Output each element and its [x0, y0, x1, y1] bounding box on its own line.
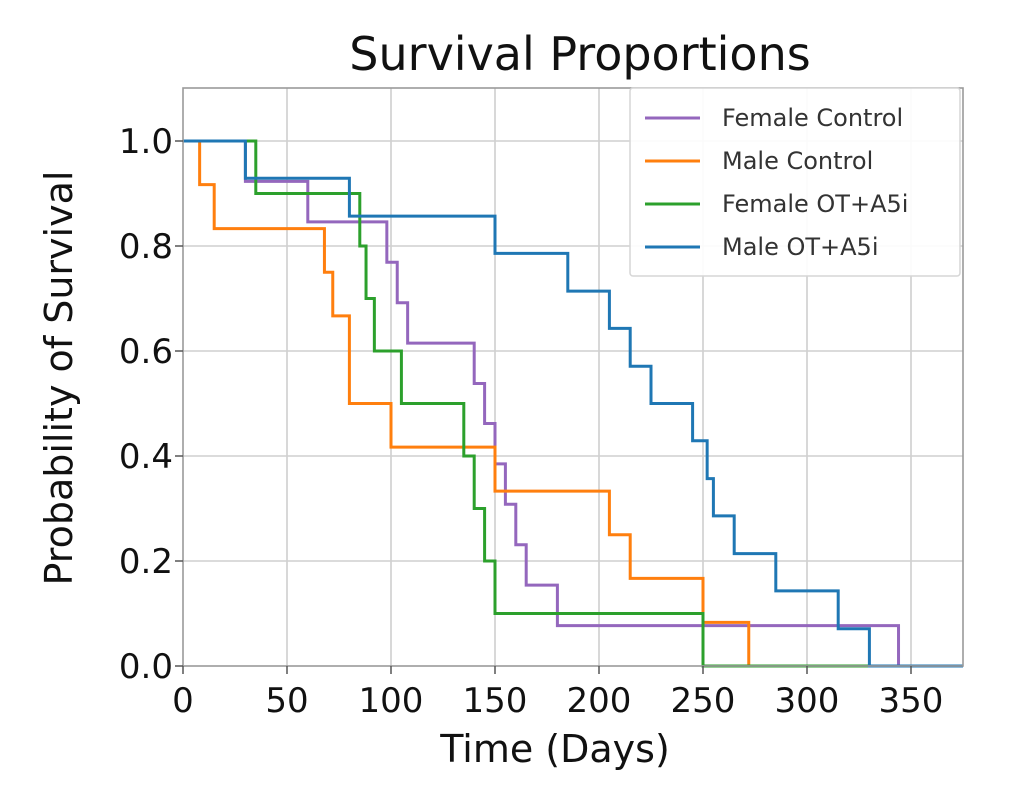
- x-tick-label: 50: [265, 681, 308, 721]
- y-axis-ticks: 0.0 0.2 0.4 0.6 0.8 1.0: [119, 122, 183, 687]
- y-tick-label: 0.8: [119, 227, 173, 267]
- y-tick-label: 0.2: [119, 542, 173, 582]
- x-axis-ticks: 0 50 100 150 200 250 300 350: [172, 666, 943, 721]
- x-tick-label: 0: [172, 681, 194, 721]
- x-tick-label: 100: [359, 681, 424, 721]
- series-line-female-ot-a5i: [183, 139, 963, 668]
- legend-label-male-ot-a5i: Male OT+A5i: [722, 233, 879, 261]
- series-line-male-control: [183, 139, 963, 668]
- legend-label-female-ot-a5i: Female OT+A5i: [722, 190, 908, 218]
- x-tick-label: 200: [567, 681, 632, 721]
- x-tick-label: 350: [879, 681, 944, 721]
- legend-label-male-control: Male Control: [722, 147, 873, 175]
- x-tick-label: 300: [775, 681, 840, 721]
- legend: Female Control Male Control Female OT+A5i M…: [629, 87, 961, 277]
- series-line-male-ot-a5i: [183, 139, 963, 668]
- series-layer: [183, 139, 963, 668]
- legend-box: [629, 87, 961, 277]
- y-tick-label: 0.4: [119, 437, 173, 477]
- x-axis-label: Time (Days): [439, 727, 670, 771]
- y-axis-label: Probability of Survival: [37, 171, 81, 586]
- x-tick-label: 250: [671, 681, 736, 721]
- y-tick-label: 0.0: [119, 647, 173, 687]
- legend-label-female-control: Female Control: [722, 104, 903, 132]
- plot-frame: [182, 87, 964, 667]
- y-tick-label: 1.0: [119, 122, 173, 162]
- y-tick-label: 0.6: [119, 332, 173, 372]
- chart-title: Survival Proportions: [349, 27, 810, 81]
- x-tick-label: 150: [463, 681, 528, 721]
